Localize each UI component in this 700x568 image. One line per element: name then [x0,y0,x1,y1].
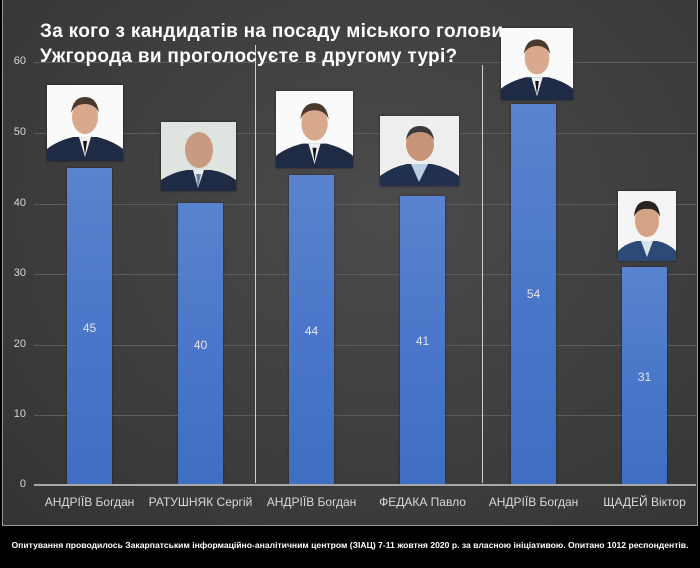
gridline-50 [34,133,696,134]
title-line-1: За кого з кандидатів на посаду міського … [40,21,504,42]
portrait-icon [618,191,676,261]
x-label-ratushniak: РАТУШНЯК Сергій [148,495,253,509]
title-line-2: Ужгорода ви проголосуєте в другому турі? [40,46,458,67]
bar-value-label: 31 [637,370,652,384]
x-label-andriiv-1: АНДРІЇВ Богдан [44,495,135,509]
gridline-30 [34,274,696,275]
bar-chart: 60 50 40 30 20 10 0 45 40 44 41 54 31 АН… [13,28,696,509]
gridline-20 [34,345,696,346]
x-axis-line [34,484,696,486]
y-tick-30: 30 [13,267,26,279]
y-tick-40: 40 [13,197,26,209]
bar-value-label: 54 [526,287,541,301]
bar-ratushniak: 40 [178,203,223,485]
x-label-fedaka: ФЕДАКА Павло [379,495,466,509]
photo-andriiv-3 [501,28,573,100]
y-tick-60: 60 [13,55,26,67]
y-tick-20: 20 [13,338,26,350]
gridline-60 [34,62,696,63]
bar-andriiv-2: 44 [289,175,334,485]
portrait-icon [161,122,236,191]
bar-value-label: 44 [304,324,319,338]
photo-fedaka [380,116,459,186]
bar-value-label: 45 [82,321,97,335]
bar-fedaka: 41 [400,196,445,485]
photo-andriiv-1 [47,85,123,161]
y-tick-10: 10 [13,408,26,420]
x-label-andriiv-3: АНДРІЇВ Богдан [488,495,579,509]
bar-value-label: 41 [415,334,430,348]
group-separator-1 [255,45,256,483]
y-tick-0: 0 [19,478,26,490]
portrait-icon [380,116,459,186]
x-label-shchadei: ЩАДЕЙ Віктор [603,495,686,509]
x-label-andriiv-2: АНДРІЇВ Богдан [266,495,357,509]
portrait-icon [276,91,353,168]
photo-andriiv-2 [276,91,353,168]
photo-ratushniak [161,122,236,191]
portrait-icon [47,85,123,161]
gridline-10 [34,415,696,416]
gridline-40 [34,204,696,205]
bar-value-label: 40 [193,338,208,352]
photo-shchadei [618,191,676,261]
chart-title: За кого з кандидатів на посаду міського … [40,19,503,69]
group-separator-2 [482,65,483,483]
bar-shchadei: 31 [622,267,667,485]
y-tick-50: 50 [13,126,26,138]
survey-footnote: Опитування проводилось Закарпатським інф… [11,540,689,550]
bar-andriiv-1: 45 [67,168,112,485]
bar-andriiv-3: 54 [511,104,556,485]
portrait-icon [501,28,573,100]
